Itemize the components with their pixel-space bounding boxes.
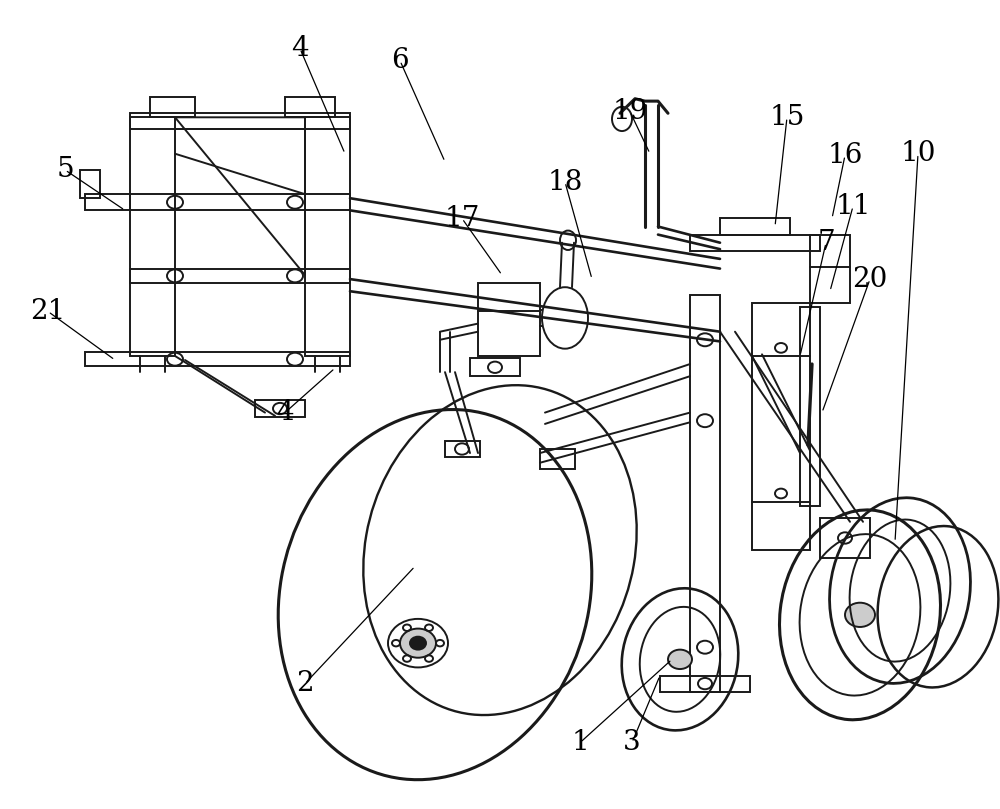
Text: 3: 3 — [623, 729, 641, 756]
Circle shape — [400, 629, 436, 658]
Text: 5: 5 — [56, 156, 74, 184]
Circle shape — [410, 637, 426, 650]
Text: 18: 18 — [547, 168, 583, 196]
Text: 17: 17 — [444, 205, 480, 232]
Circle shape — [845, 603, 875, 627]
Text: 4: 4 — [291, 35, 309, 62]
Text: 6: 6 — [391, 47, 409, 74]
Text: 16: 16 — [827, 142, 863, 169]
Text: 11: 11 — [835, 193, 871, 220]
Text: 10: 10 — [900, 140, 936, 167]
Text: 7: 7 — [817, 229, 835, 256]
Circle shape — [668, 650, 692, 669]
Text: 20: 20 — [852, 265, 888, 293]
Text: 1: 1 — [571, 729, 589, 756]
Text: 21: 21 — [30, 298, 66, 325]
Text: 2: 2 — [296, 670, 314, 697]
Text: 19: 19 — [612, 98, 648, 125]
Text: 4: 4 — [276, 399, 294, 426]
Text: 15: 15 — [769, 104, 805, 131]
